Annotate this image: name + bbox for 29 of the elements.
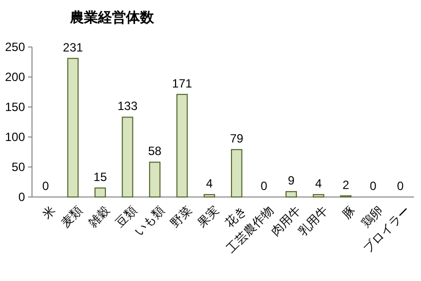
y-tick-label: 50: [12, 160, 26, 174]
data-label: 133: [117, 99, 138, 114]
data-label: 4: [315, 176, 322, 191]
x-tick-label: 豚: [340, 203, 358, 222]
x-tick-label: 鶏卵: [358, 203, 386, 230]
data-label: 79: [230, 132, 244, 146]
x-tick-label: 麦類: [58, 203, 86, 230]
data-label: 171: [172, 76, 192, 90]
data-label: 0: [260, 179, 268, 193]
data-label: 4: [206, 176, 214, 191]
x-tick-label: 果実: [194, 203, 222, 230]
x-tick-label: 豆類: [112, 203, 140, 230]
data-label: 9: [288, 174, 295, 188]
y-tick-label: 0: [18, 190, 26, 204]
data-label: 15: [94, 170, 108, 184]
data-label: 58: [148, 144, 162, 158]
data-label: 0: [42, 179, 50, 193]
y-tick-label: 200: [4, 70, 26, 84]
x-tick-label: 米: [40, 203, 58, 222]
x-tick-label: 雑穀: [86, 203, 113, 230]
title: 農業経営体数: [70, 9, 154, 25]
y-tick-label: 100: [4, 130, 26, 144]
y-tick-label: 250: [4, 40, 26, 54]
data-label: 231: [62, 40, 84, 54]
data-label: 0: [370, 179, 377, 193]
data-label: 0: [397, 179, 404, 193]
y-tick-label: 150: [4, 100, 26, 114]
x-tick-label: 野菜: [168, 203, 194, 230]
data-label: 2: [342, 178, 350, 192]
